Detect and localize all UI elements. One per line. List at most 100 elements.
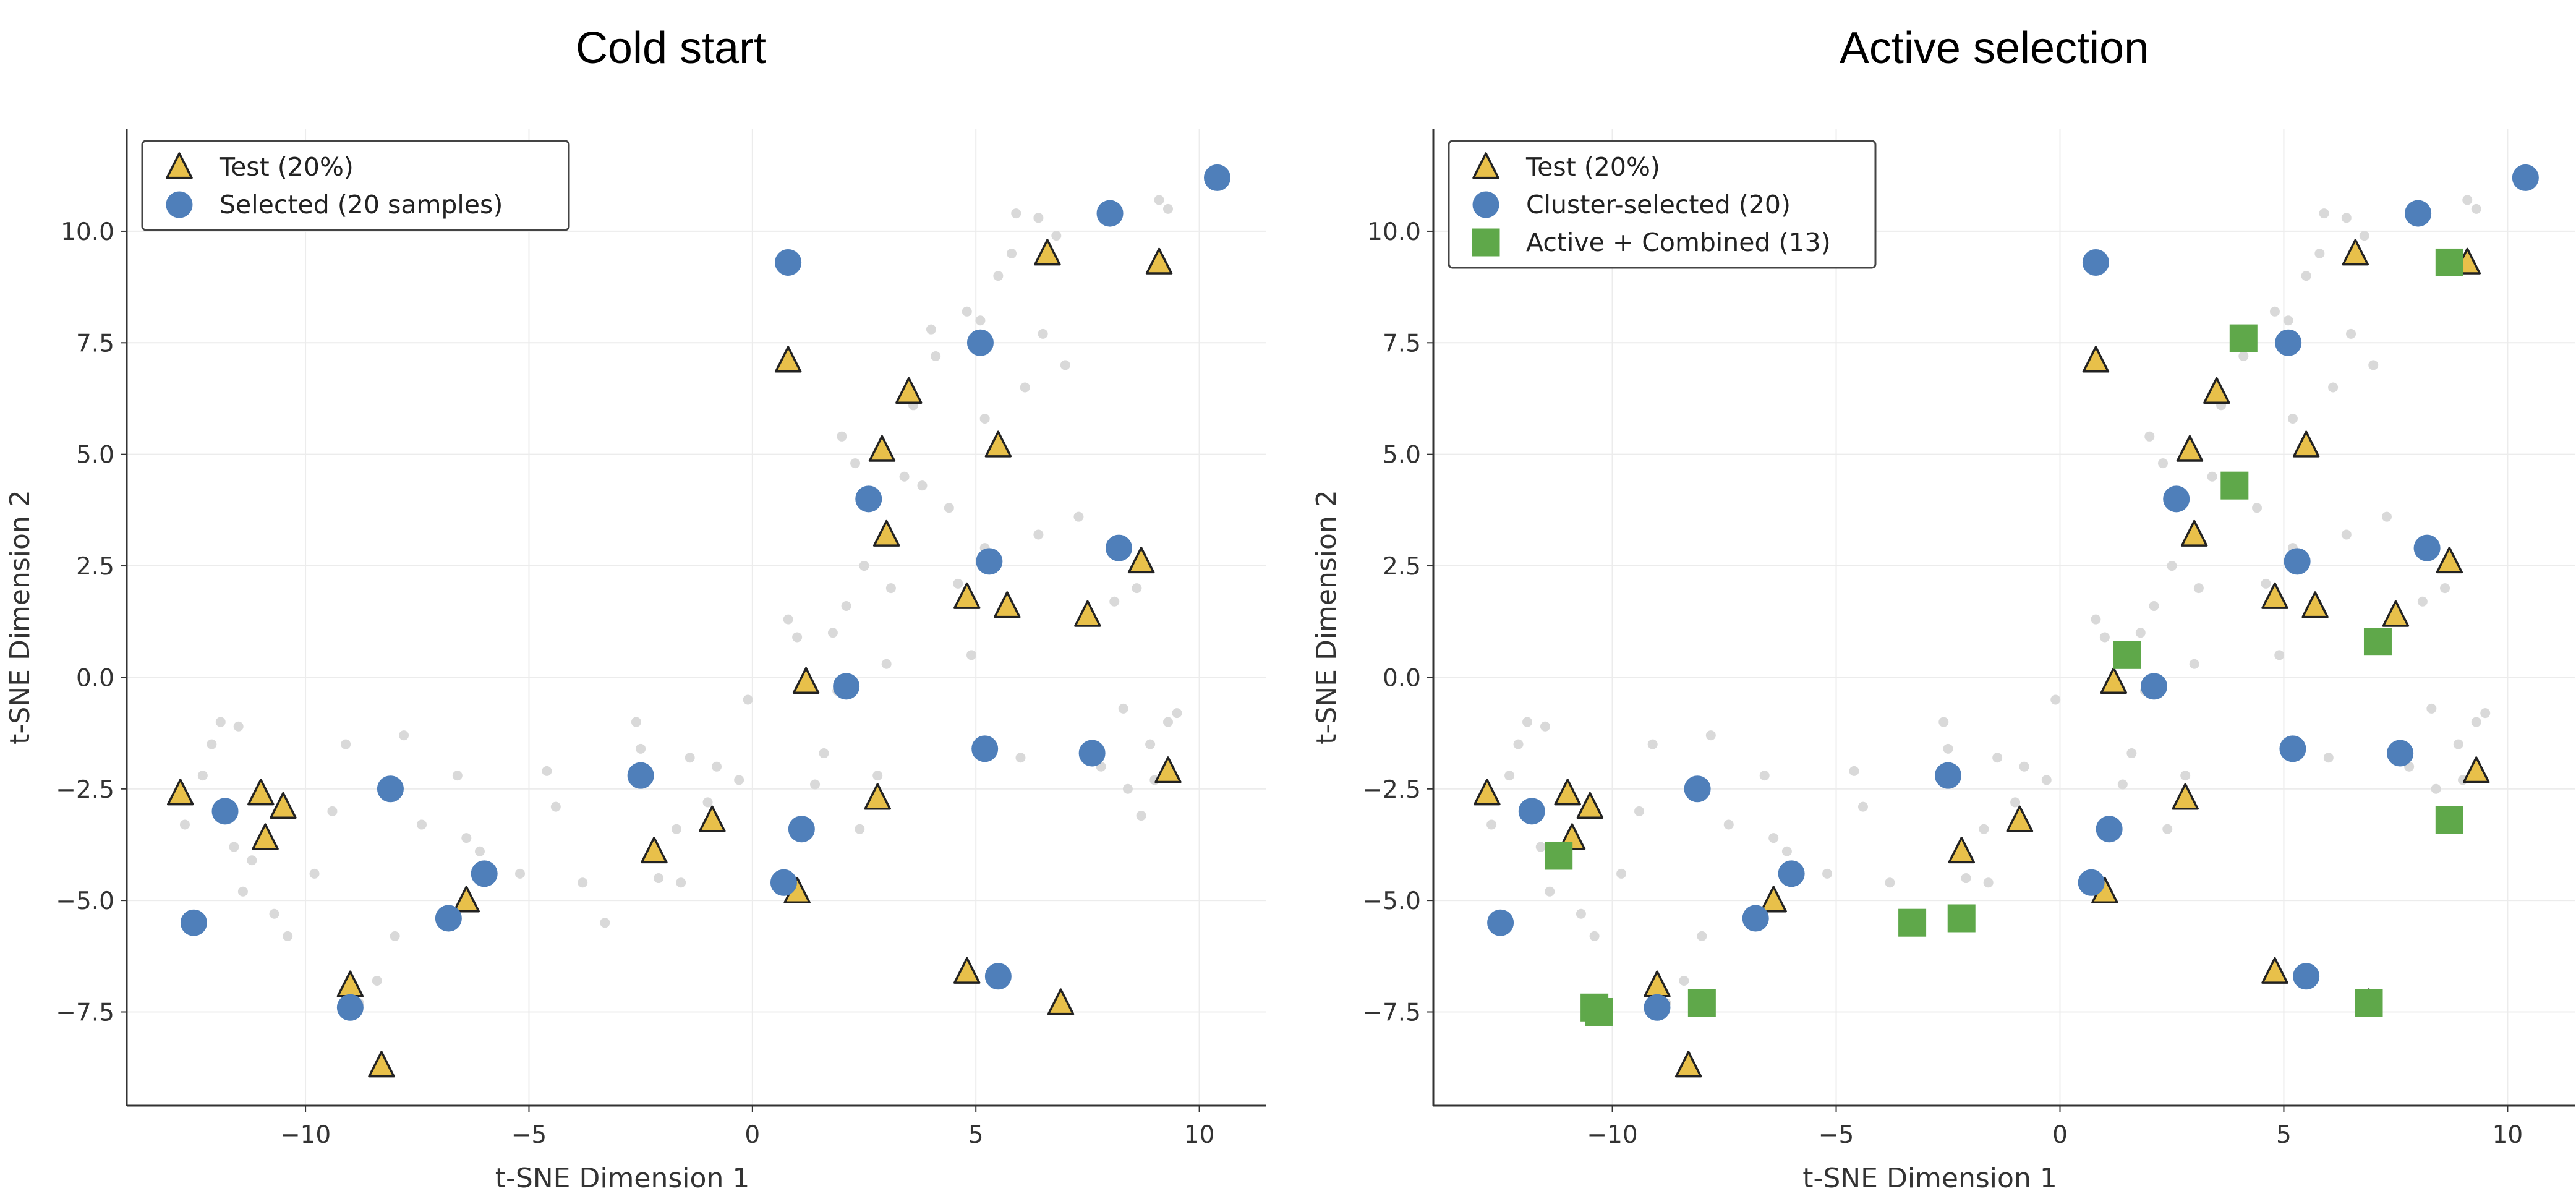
x-tick-label: −10 <box>1587 1121 1637 1149</box>
triangle-data-point <box>270 792 297 819</box>
legend-label: Cluster-selected (20) <box>1526 190 1791 220</box>
triangle-data-point <box>1474 779 1501 806</box>
triangle-data-point <box>1576 792 1604 819</box>
square-data-point <box>2355 989 2383 1017</box>
triangle-data-point <box>336 970 364 997</box>
pool-point <box>850 458 861 469</box>
pool-point <box>1768 833 1779 843</box>
pool-point <box>2471 203 2481 214</box>
triangle-data-point <box>2342 239 2369 266</box>
pool-point <box>2157 458 2168 469</box>
pool-point <box>1162 203 1173 214</box>
pool-point <box>654 873 664 884</box>
pool-point <box>1697 931 1707 941</box>
circle-data-point <box>2293 963 2320 990</box>
pool-point <box>872 771 883 781</box>
circle-data-point <box>1078 740 1106 767</box>
triangle-data-point <box>2382 600 2410 627</box>
pool-point <box>2426 703 2437 714</box>
series-pool <box>179 195 1182 1009</box>
pool-point <box>1822 868 1833 879</box>
y-tick-label: −5.0 <box>1362 887 1421 915</box>
pool-point <box>2099 632 2110 643</box>
chart-panel-2: Active selection −10 −5 0 5 10 −7.5 −5.0 −2.5 0.0… <box>1311 23 2575 1194</box>
pool-point <box>1073 511 1084 522</box>
triangle-data-point <box>368 1051 395 1078</box>
pool-point <box>550 801 561 812</box>
y-tick-label: −5.0 <box>56 887 114 915</box>
pool-point <box>1118 703 1128 714</box>
circle-data-point <box>627 762 654 789</box>
circle-data-point <box>180 909 207 936</box>
circle-data-point <box>1684 775 1711 803</box>
triangle-data-point <box>1760 886 1787 913</box>
y-tick-label: 5.0 <box>76 442 114 469</box>
triangle-data-point <box>1127 547 1155 574</box>
circle-data-point <box>2413 534 2441 561</box>
triangle-data-point <box>1644 970 1671 997</box>
pool-point <box>819 748 829 759</box>
legend-box <box>141 140 570 231</box>
triangle-data-point <box>2180 519 2208 547</box>
triangle-data-point <box>1154 756 1182 783</box>
pool-point <box>1051 231 1062 241</box>
y-tick-label: −7.5 <box>56 999 114 1027</box>
pool-point <box>2050 694 2061 705</box>
pool-point <box>2167 561 2177 571</box>
pool-point <box>885 583 896 594</box>
square-data-point <box>1898 908 1927 937</box>
square-data-point <box>1545 842 1573 870</box>
pool-point <box>2453 739 2463 749</box>
pool-point <box>1060 360 1070 370</box>
pool-point <box>2287 413 2298 424</box>
circle-data-point <box>770 869 797 896</box>
pool-point <box>899 471 910 482</box>
circle-data-point <box>435 905 462 932</box>
pool-point <box>926 324 936 335</box>
pool-point <box>600 918 610 928</box>
y-tick-label: −7.5 <box>1362 999 1421 1027</box>
legend-active-combined-square-icon <box>1472 228 1500 257</box>
x-axis-label: t-SNE Dimension 1 <box>1802 1163 2057 1194</box>
pool-point <box>1943 743 1953 754</box>
triangle-data-point <box>2462 756 2490 783</box>
pool-point <box>966 650 976 660</box>
legend-test-triangle-icon <box>166 152 193 179</box>
legend-label: Test (20%) <box>219 152 354 182</box>
pool-point <box>1576 908 1586 919</box>
y-tick-label: 0.0 <box>76 664 114 692</box>
pool-point <box>702 797 713 808</box>
y-axis-label: t-SNE Dimension 2 <box>4 490 36 745</box>
pool-point <box>1033 213 1044 223</box>
triangle-data-point <box>2436 547 2463 574</box>
circle-data-point <box>788 816 815 843</box>
circle-data-point <box>1935 762 1962 789</box>
pool-point <box>2323 753 2334 763</box>
pool-point <box>247 855 257 866</box>
circle-data-point <box>2279 735 2306 762</box>
pool-point <box>2314 249 2325 259</box>
circle-data-point <box>2387 740 2414 767</box>
pool-point <box>2010 797 2021 808</box>
x-tick-label: 10 <box>2493 1121 2523 1149</box>
pool-point <box>2480 708 2491 719</box>
x-tick-label: 5 <box>2276 1121 2292 1149</box>
pool-point <box>1938 717 1949 727</box>
triangle-data-point <box>2006 805 2034 832</box>
circle-data-point <box>833 673 860 700</box>
pool-point <box>2368 360 2379 370</box>
square-data-point <box>1687 989 1716 1017</box>
pool-point <box>962 306 972 317</box>
pool-point <box>979 413 990 424</box>
y-tick-label: 7.5 <box>1383 330 1421 357</box>
circle-data-point <box>1778 860 1805 887</box>
pool-point <box>1849 766 1859 776</box>
circle-data-point <box>2163 485 2190 513</box>
pool-point <box>1857 801 1868 812</box>
legend-label: Selected (20 samples) <box>220 190 503 220</box>
square-data-point <box>2229 324 2258 352</box>
legend-label: Active + Combined (13) <box>1526 228 1831 257</box>
pool-point <box>1992 753 2003 763</box>
pool-point <box>671 824 681 834</box>
pool-point <box>2431 783 2441 794</box>
